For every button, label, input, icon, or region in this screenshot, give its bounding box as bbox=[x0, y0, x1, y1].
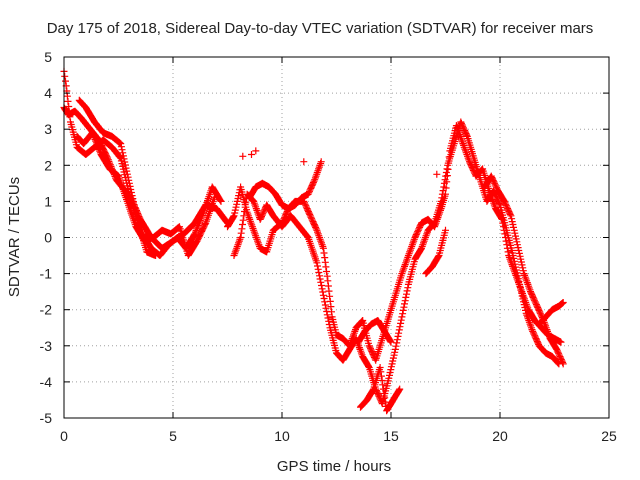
x-tick-label: 20 bbox=[492, 428, 508, 444]
y-tick-label: -3 bbox=[40, 338, 53, 354]
chart-title: Day 175 of 2018, Sidereal Day-to-day VTE… bbox=[47, 20, 594, 37]
y-tick-label: 3 bbox=[44, 121, 52, 137]
x-tick-label: 10 bbox=[274, 428, 290, 444]
y-tick-label: -4 bbox=[40, 374, 53, 390]
y-axis-label: SDTVAR / TECUs bbox=[6, 177, 23, 297]
x-tick-label: 0 bbox=[60, 428, 68, 444]
y-tick-label: -1 bbox=[40, 266, 53, 282]
y-tick-label: 1 bbox=[44, 193, 52, 209]
y-tick-label: 0 bbox=[44, 230, 52, 246]
y-tick-label: -2 bbox=[40, 302, 53, 318]
data-point-markers bbox=[60, 67, 567, 415]
y-tick-label: 4 bbox=[44, 85, 52, 101]
tick-labels: 0 5 10 15 20 25 -5 -4 -3 -2 -1 0 1 2 3 4 5 bbox=[40, 49, 617, 444]
y-tick-label: 5 bbox=[44, 49, 52, 65]
y-tick-label: -5 bbox=[40, 410, 53, 426]
x-axis-label: GPS time / hours bbox=[277, 458, 391, 475]
x-tick-label: 5 bbox=[169, 428, 177, 444]
y-tick-label: 2 bbox=[44, 157, 52, 173]
x-tick-label: 15 bbox=[383, 428, 399, 444]
data-points bbox=[60, 67, 567, 415]
x-tick-label: 25 bbox=[601, 428, 617, 444]
